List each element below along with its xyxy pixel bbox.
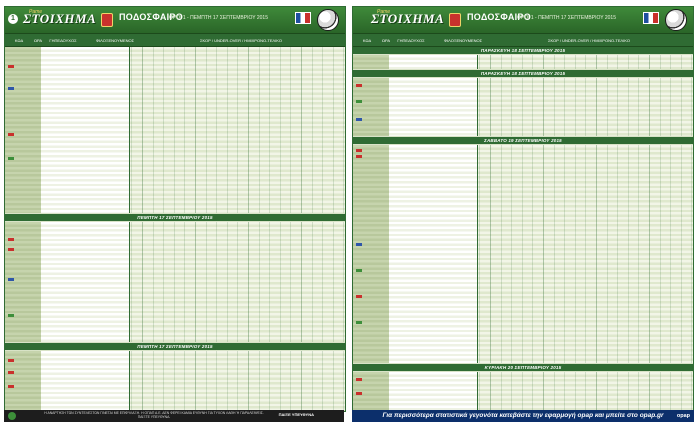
team-flag-icon bbox=[356, 149, 362, 152]
col-markets: ΣΚΟΡ / UNDER-OVER / ΗΜΙΧΡΟΝΟ-ΤΕΛΙΚΟ bbox=[548, 37, 630, 43]
flag-icon bbox=[295, 12, 311, 24]
right-page: Pame ΣΤΟΙΧΗΜΑ ΠΟΔΟΣΦΑΙΡΟ ΟΡΟΙ 1 - ΠΕΜΠΤΗ… bbox=[352, 6, 694, 412]
left-footer: Η ΑΝΑΡΤΗΣΗ ΤΩΝ ΣΥΝΤΕΛΕΣΤΩΝ ΓΙΝΕΤΑΙ ΜΕ ΕΠ… bbox=[4, 410, 344, 422]
team-flag-icon bbox=[8, 65, 14, 68]
team-flag-icon bbox=[8, 248, 14, 251]
team-flag-icon bbox=[8, 238, 14, 241]
team-badge-icon bbox=[101, 13, 113, 27]
odds-table-block bbox=[353, 372, 693, 410]
right-banner: Pame ΣΤΟΙΧΗΜΑ ΠΟΔΟΣΦΑΙΡΟ ΟΡΟΙ 1 - ΠΕΜΠΤΗ… bbox=[353, 7, 693, 34]
team-flag-icon bbox=[356, 243, 362, 246]
team-flag-icon bbox=[8, 385, 14, 388]
left-banner: 1 Pame ΣΤΟΙΧΗΜΑ ΠΟΔΟΣΦΑΙΡΟ ΟΡΟΙ 1 - ΠΕΜΠ… bbox=[5, 7, 345, 34]
odds-table-block bbox=[353, 78, 693, 136]
page-gutter bbox=[346, 0, 350, 423]
subtitle: ΟΡΟΙ 1 - ΠΕΜΠΤΗ 17 ΣΕΠΤΕΜΒΡΙΟΥ 2015 bbox=[169, 15, 268, 21]
footer-brand: ΠΑΙΞΕ ΥΠΕΥΘΥΝΑ bbox=[278, 412, 314, 417]
logo: ΣΤΟΙΧΗΜΑ bbox=[371, 11, 445, 26]
team-flag-icon bbox=[356, 295, 362, 298]
subtitle: ΟΡΟΙ 1 - ΠΕΜΠΤΗ 17 ΣΕΠΤΕΜΒΡΙΟΥ 2015 bbox=[517, 15, 616, 21]
col-code: ΚΩΔ bbox=[362, 37, 372, 43]
team-flag-icon bbox=[356, 118, 362, 121]
opap-logo: opap bbox=[676, 413, 690, 419]
team-flag-icon bbox=[8, 371, 14, 374]
logo-small-text: Pame bbox=[377, 9, 391, 15]
column-headers: ΚΩΔ ΩΡΑ ΓΗΠΕΔΟΥΧΟΣ ΦΙΛΟΞΕΝΟΥΜΕΝΟΣ ΣΚΟΡ /… bbox=[5, 34, 345, 47]
team-flag-icon bbox=[356, 84, 362, 87]
col-time: ΩΡΑ bbox=[33, 37, 43, 43]
team-flag-icon bbox=[8, 359, 14, 362]
team-flag-icon bbox=[356, 155, 362, 158]
date-section-title: ΠΕΜΠΤΗ 17 ΣΕΠΤΕΜΒΡΙΟΥ 2015 bbox=[5, 343, 345, 350]
flag-icon bbox=[643, 12, 659, 24]
date-section-title: ΠΑΡΑΣΚΕΥΗ 18 ΣΕΠΤΕΜΒΡΙΟΥ 2015 bbox=[353, 70, 693, 77]
right-footer: Για περισσότερα στατιστικά γεγονότα κατε… bbox=[352, 410, 694, 422]
col-markets: ΣΚΟΡ / UNDER-OVER / ΗΜΙΧΡΟΝΟ-ΤΕΛΙΚΟ bbox=[200, 37, 282, 43]
date-section-title: ΠΕΜΠΤΗ 17 ΣΕΠΤΕΜΒΡΙΟΥ 2015 bbox=[5, 214, 345, 221]
page-number: 1 bbox=[8, 14, 18, 24]
football-icon bbox=[317, 9, 339, 31]
football-icon bbox=[665, 9, 687, 31]
team-flag-icon bbox=[8, 314, 14, 317]
left-page: 1 Pame ΣΤΟΙΧΗΜΑ ΠΟΔΟΣΦΑΙΡΟ ΟΡΟΙ 1 - ΠΕΜΠ… bbox=[4, 6, 346, 412]
odds-table-block bbox=[353, 55, 693, 69]
col-home: ΓΗΠΕΔΟΥΧΟΣ bbox=[49, 37, 77, 43]
team-flag-icon bbox=[356, 378, 362, 381]
team-flag-icon bbox=[8, 133, 14, 136]
date-section-title: ΚΥΡΙΑΚΗ 20 ΣΕΠΤΕΜΒΡΙΟΥ 2015 bbox=[353, 364, 693, 371]
team-flag-icon bbox=[356, 100, 362, 103]
team-flag-icon bbox=[8, 278, 14, 281]
odds-table-block bbox=[5, 222, 345, 342]
team-flag-icon bbox=[8, 157, 14, 160]
col-away: ΦΙΛΟΞΕΝΟΥΜΕΝΟΣ bbox=[443, 37, 483, 43]
team-flag-icon bbox=[356, 321, 362, 324]
col-time: ΩΡΑ bbox=[381, 37, 391, 43]
sport-title: ΠΟΔΟΣΦΑΙΡΟ bbox=[467, 12, 532, 22]
team-flag-icon bbox=[356, 269, 362, 272]
odds-table-block bbox=[5, 47, 345, 213]
team-badge-icon bbox=[449, 13, 461, 27]
col-code: ΚΩΔ bbox=[14, 37, 24, 43]
date-section-title: ΣΑΒΒΑΤΟ 19 ΣΕΠΤΕΜΒΡΙΟΥ 2015 bbox=[353, 137, 693, 144]
team-flag-icon bbox=[8, 87, 14, 90]
logo-small-text: Pame bbox=[29, 9, 43, 15]
col-away: ΦΙΛΟΞΕΝΟΥΜΕΝΟΣ bbox=[95, 37, 135, 43]
date-section-title: ΠΑΡΑΣΚΕΥΗ 18 ΣΕΠΤΕΜΒΡΙΟΥ 2015 bbox=[353, 47, 693, 54]
footer-promo-text: Για περισσότερα στατιστικά γεγονότα κατε… bbox=[382, 412, 664, 419]
logo: ΣΤΟΙΧΗΜΑ bbox=[23, 11, 97, 26]
sport-title: ΠΟΔΟΣΦΑΙΡΟ bbox=[119, 12, 184, 22]
odds-table-block bbox=[353, 145, 693, 363]
column-headers: ΚΩΔ ΩΡΑ ΓΗΠΕΔΟΥΧΟΣ ΦΙΛΟΞΕΝΟΥΜΕΝΟΣ ΣΚΟΡ /… bbox=[353, 34, 693, 47]
odds-table-block bbox=[5, 351, 345, 410]
col-home: ΓΗΠΕΔΟΥΧΟΣ bbox=[397, 37, 425, 43]
footer-disclaimer: Η ΑΝΑΡΤΗΣΗ ΤΩΝ ΣΥΝΤΕΛΕΣΤΩΝ ΓΙΝΕΤΑΙ ΜΕ ΕΠ… bbox=[44, 411, 264, 419]
responsible-gaming-icon bbox=[8, 412, 16, 420]
team-flag-icon bbox=[356, 392, 362, 395]
